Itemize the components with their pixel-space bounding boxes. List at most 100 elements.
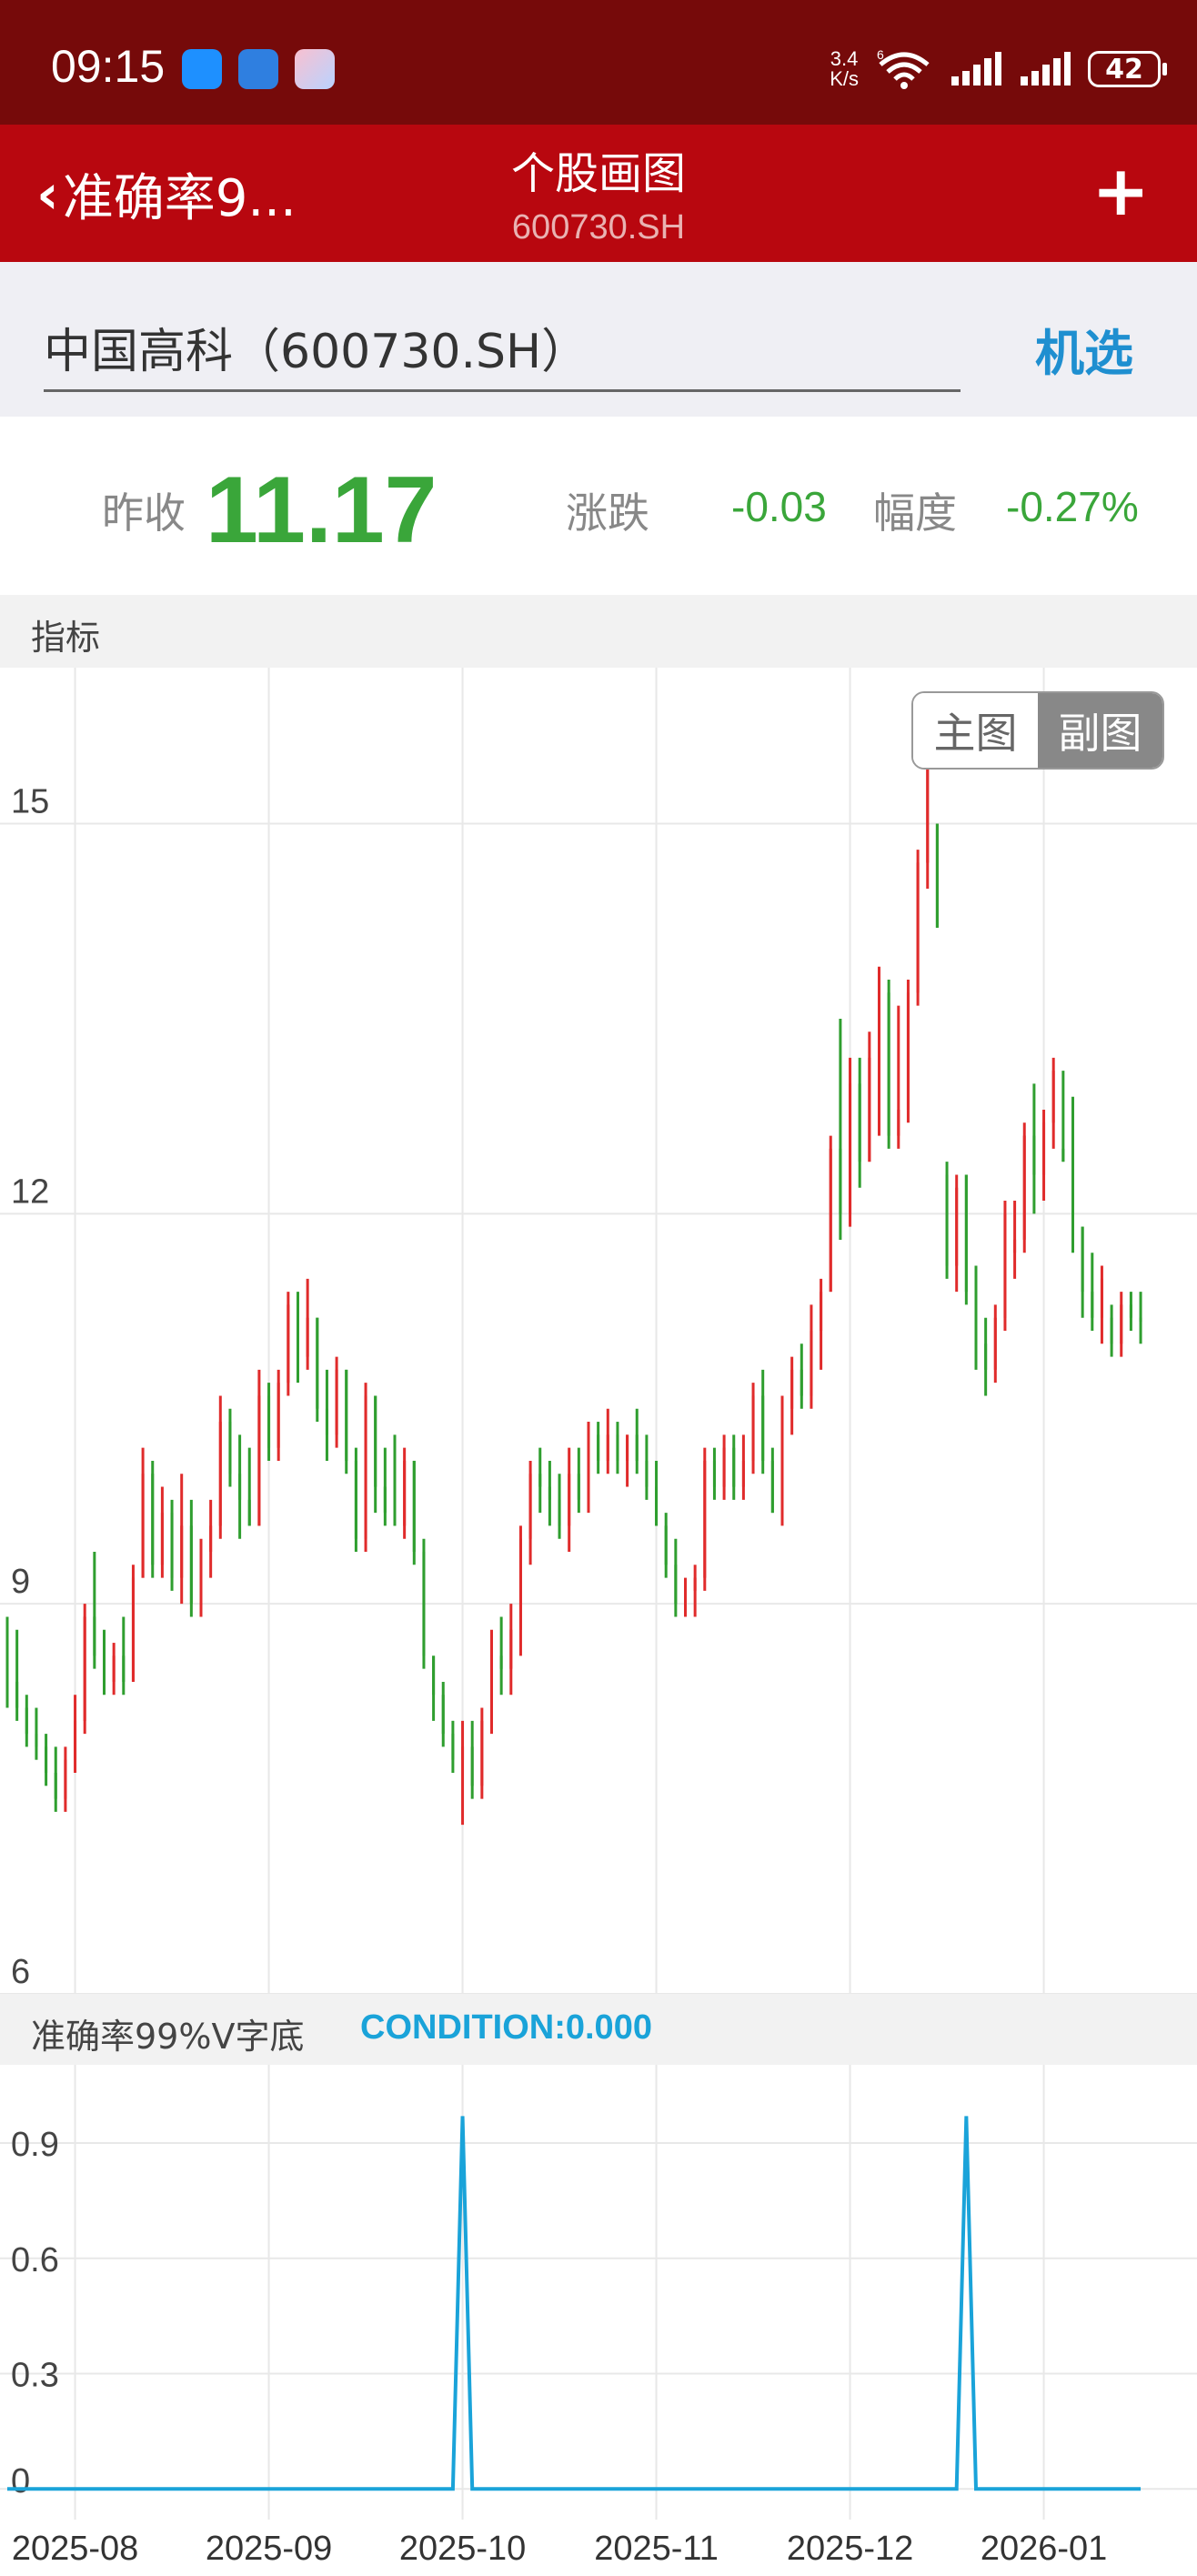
candle-body xyxy=(93,1616,96,1656)
candle-body xyxy=(955,1187,959,1266)
candle-body xyxy=(984,1343,988,1370)
candle-body xyxy=(412,1460,416,1552)
candle-body xyxy=(548,1486,551,1500)
candle-body xyxy=(635,1434,639,1461)
candle-body xyxy=(1110,1317,1113,1344)
y-tick-label: 0.6 xyxy=(11,2241,59,2279)
candle-body xyxy=(849,1083,852,1214)
x-tick-label: 2025-09 xyxy=(206,2530,332,2568)
candle-body xyxy=(1120,1304,1123,1344)
candle-body xyxy=(218,1422,222,1526)
candle-body xyxy=(345,1369,348,1461)
candle-body xyxy=(228,1422,232,1474)
chart-mode-toggle: 主图 副图 xyxy=(911,691,1164,770)
candle-body xyxy=(393,1513,397,1526)
y-tick-label: 6 xyxy=(11,1953,30,1991)
candle-body xyxy=(316,1317,319,1409)
candle-body xyxy=(587,1434,590,1500)
candle-body xyxy=(5,1668,9,1682)
candle-body xyxy=(878,992,880,1058)
indicator-label: 指标 xyxy=(31,618,101,658)
candlestick-chart: 15 12 9 6 xyxy=(0,668,1197,1994)
candle-body xyxy=(247,1499,251,1526)
candle-body xyxy=(15,1681,19,1708)
candle-body xyxy=(703,1460,707,1578)
auto-select-button[interactable]: 机选 xyxy=(1035,325,1133,382)
condition-header: 准确率99%V字底 CONDITION:0.000 xyxy=(0,1994,1197,2065)
candle-body xyxy=(887,992,890,1136)
candle-body xyxy=(297,1304,299,1357)
x-tick-label: 2025-08 xyxy=(12,2530,138,2568)
y-tick-label: 15 xyxy=(11,783,49,821)
candle-body xyxy=(480,1720,484,1786)
candle-body xyxy=(441,1695,445,1735)
quote-panel: 昨收 11.17 涨跌 -0.03 幅度 -0.27% xyxy=(0,417,1197,595)
wifi-icon: 6 xyxy=(877,48,930,89)
candle-body xyxy=(712,1460,716,1487)
page-title: 个股画图 xyxy=(510,148,686,199)
x-tick-label: 2026-01 xyxy=(981,2530,1107,2568)
x-tick-label: 2025-10 xyxy=(399,2530,526,2568)
candle-body xyxy=(741,1460,745,1487)
candle-body xyxy=(568,1474,571,1526)
price-value: 11.17 xyxy=(206,458,438,563)
change-label: 涨跌 xyxy=(566,488,649,538)
candle-body xyxy=(626,1434,629,1461)
prev-close-label: 昨收 xyxy=(102,488,186,538)
candle-body xyxy=(180,1525,184,1578)
candle-body xyxy=(238,1474,242,1500)
candle-body xyxy=(74,1720,77,1760)
candle-body xyxy=(170,1513,174,1578)
main-chart-tab[interactable]: 主图 xyxy=(913,693,1038,768)
candle-body xyxy=(761,1395,765,1461)
candle-body xyxy=(1139,1317,1142,1322)
net-speed-value: 3.4 xyxy=(830,47,859,70)
sub-chart-tab[interactable]: 副图 xyxy=(1038,693,1162,768)
candle-body xyxy=(461,1746,465,1760)
candle-body xyxy=(1071,1110,1074,1240)
pct-value: -0.27% xyxy=(1006,483,1139,530)
candle-body xyxy=(693,1577,697,1591)
weather-app-icon xyxy=(238,49,278,89)
candle-body xyxy=(935,823,939,928)
y-tick-label: 0.9 xyxy=(11,2126,59,2164)
candle-body xyxy=(974,1304,978,1344)
wifi-tag: 6 xyxy=(877,48,884,62)
candle-body xyxy=(151,1474,155,1565)
x-tick-label: 2025-12 xyxy=(787,2530,913,2568)
candle-body xyxy=(287,1304,290,1384)
stock-search-bar: 中国高科（600730.SH） 机选 xyxy=(0,262,1197,417)
stock-input[interactable]: 中国高科（600730.SH） xyxy=(44,325,589,379)
condition-name: 准确率99%V字底 xyxy=(31,2017,305,2057)
candle-body xyxy=(645,1460,649,1487)
candle-body xyxy=(558,1499,561,1526)
candle-body xyxy=(103,1655,106,1682)
candle-body xyxy=(83,1616,86,1721)
candle-body xyxy=(451,1734,455,1760)
candle-body xyxy=(189,1525,193,1605)
y-tick-label: 0.3 xyxy=(11,2356,59,2394)
candle-body xyxy=(112,1655,116,1682)
net-speed: 3.4 K/s xyxy=(830,49,859,89)
candle-body xyxy=(655,1486,659,1526)
candle-body xyxy=(364,1395,367,1539)
candle-body xyxy=(664,1525,668,1565)
add-button[interactable]: + xyxy=(1091,150,1150,231)
y-tick-label: 9 xyxy=(11,1563,30,1601)
candle-body xyxy=(354,1460,357,1539)
candle-body xyxy=(839,1148,842,1214)
candle-body xyxy=(518,1538,522,1630)
candle-body xyxy=(1081,1226,1084,1293)
candle-body xyxy=(25,1707,28,1735)
net-speed-unit: K/s xyxy=(830,67,859,90)
candle-body xyxy=(1051,1071,1055,1123)
indicator-section-header: 指标 xyxy=(0,595,1197,668)
candle-body xyxy=(1013,1239,1017,1253)
candle-body xyxy=(432,1655,436,1696)
candle-body xyxy=(780,1408,784,1514)
change-value: -0.03 xyxy=(731,483,827,530)
candle-body xyxy=(141,1474,145,1578)
candle-body xyxy=(916,862,920,993)
back-button[interactable]: ‹ 准确率9... xyxy=(36,157,297,231)
candle-body xyxy=(277,1383,280,1448)
